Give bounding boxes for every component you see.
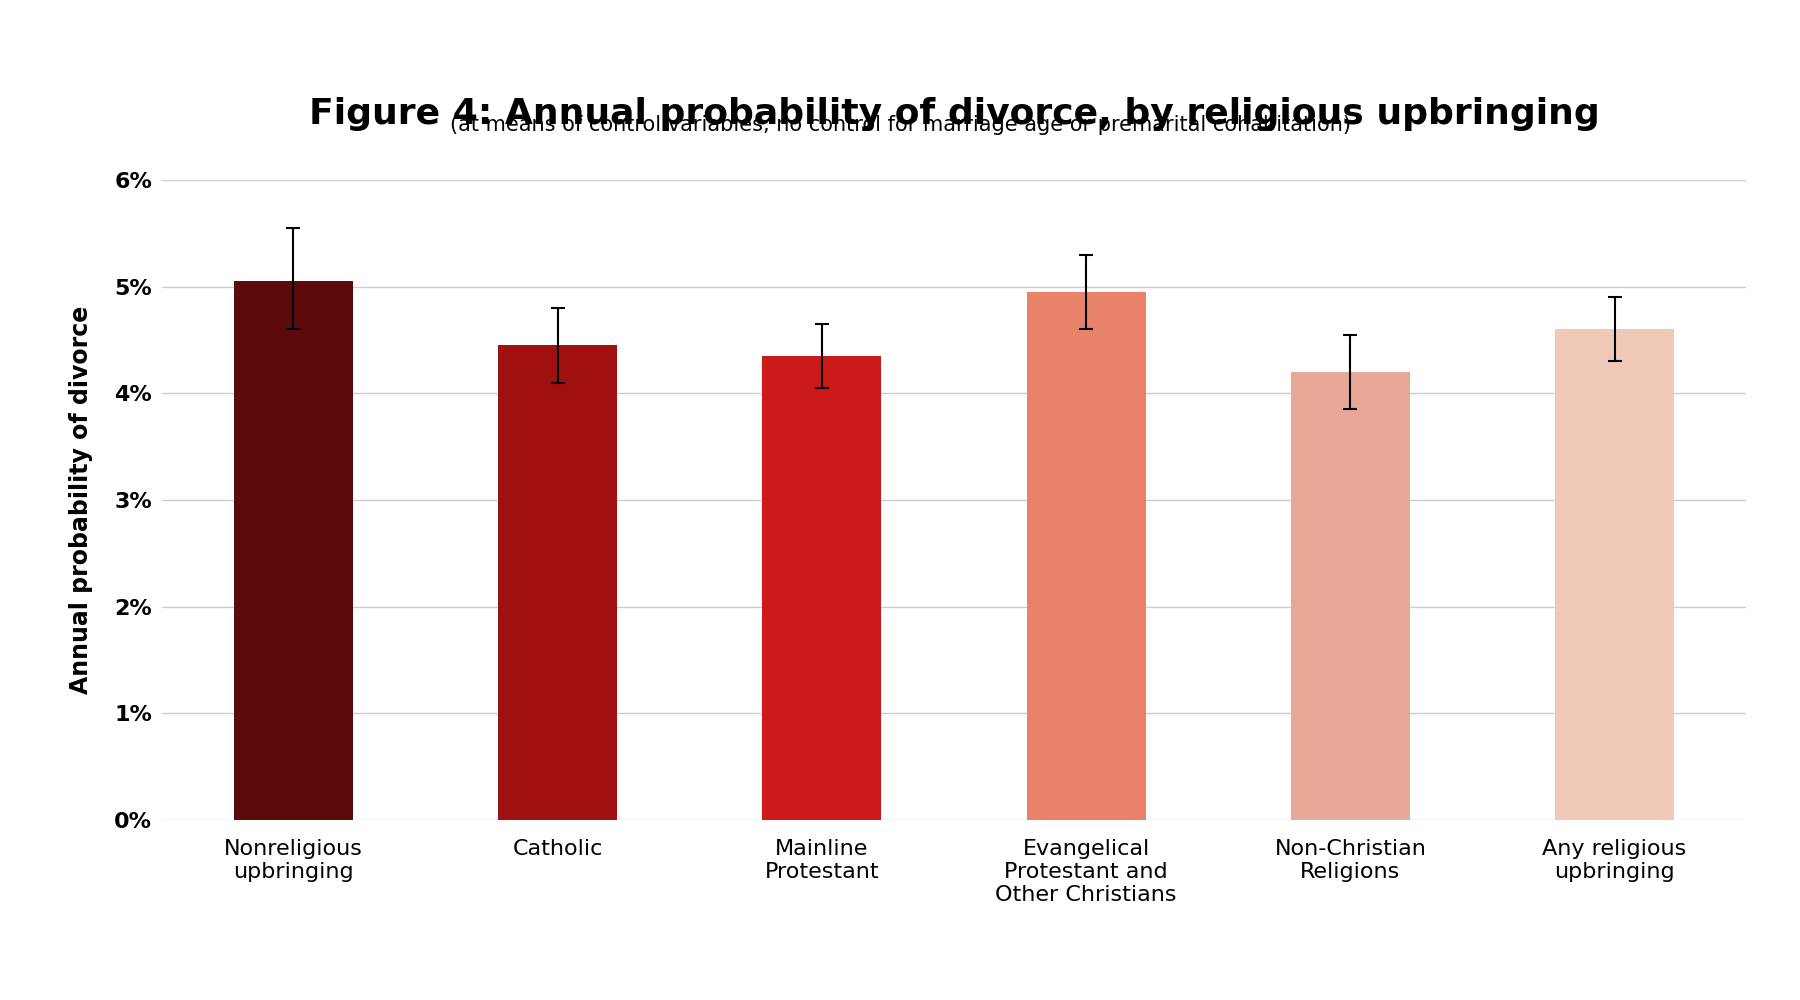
Bar bbox=[1291, 372, 1409, 820]
Text: (at means of control variables, no control for marriage age or premarital cohabi: (at means of control variables, no contr… bbox=[450, 115, 1350, 135]
Bar bbox=[234, 281, 353, 820]
Title: Figure 4: Annual probability of divorce, by religious upbringing: Figure 4: Annual probability of divorce,… bbox=[308, 97, 1600, 131]
Bar bbox=[499, 345, 617, 820]
Bar bbox=[1026, 292, 1145, 820]
Y-axis label: Annual probability of divorce: Annual probability of divorce bbox=[70, 306, 94, 694]
Bar bbox=[1555, 329, 1674, 820]
Bar bbox=[763, 356, 882, 820]
